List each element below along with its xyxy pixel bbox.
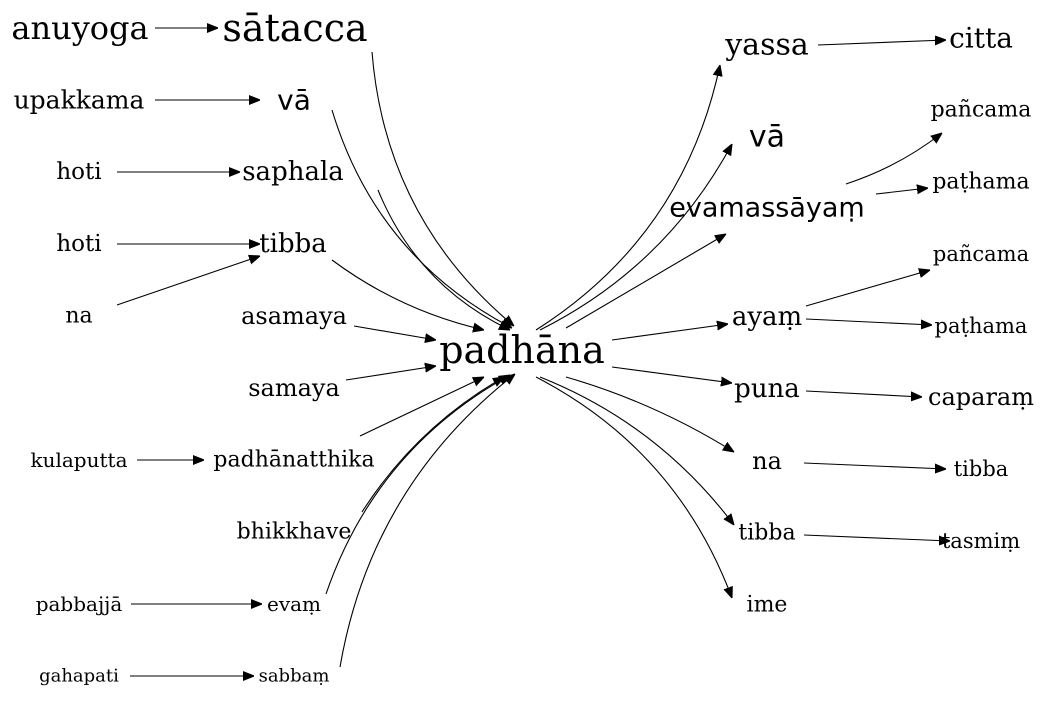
edge-asamaya-to-center bbox=[353, 325, 436, 340]
nodes-layer: padhāna sātacca anuyoga vā upakkama saphala ho… bbox=[11, 6, 1034, 687]
node-pabbajja: pabbajjā bbox=[36, 592, 123, 616]
edge-center-to-ime bbox=[535, 376, 732, 598]
node-tibba: tibba bbox=[738, 521, 795, 546]
node-satacca: sātacca bbox=[222, 6, 367, 50]
node-evamassayam: evamassāyaṃ bbox=[669, 193, 865, 224]
node-samaya: samaya bbox=[248, 374, 340, 402]
node-asamaya: asamaya bbox=[241, 302, 347, 330]
edge-center-to-va bbox=[539, 144, 732, 331]
edge-satacca-to-center bbox=[371, 51, 514, 326]
node-saphala: saphala bbox=[242, 157, 344, 187]
node-pancama: pañcama bbox=[931, 98, 1032, 123]
node-caparam: caparaṃ bbox=[928, 383, 1034, 411]
node-va: vā bbox=[277, 84, 311, 117]
node-gahapati: gahapati bbox=[39, 666, 119, 687]
node-padhanatthika: padhānatthika bbox=[213, 448, 374, 473]
edge-puna-to-caparam bbox=[805, 390, 922, 397]
edge-center-to-evamassayam bbox=[565, 234, 726, 329]
edge-ayam-to-pancama bbox=[805, 270, 930, 307]
node-yassa: yassa bbox=[724, 28, 809, 63]
node-anuyoga: anuyoga bbox=[11, 9, 148, 47]
edge-evamassayam-to-pancama bbox=[845, 133, 942, 185]
edges-layer bbox=[116, 28, 950, 676]
node-pathama: paṭhama bbox=[932, 170, 1029, 195]
node-va: vā bbox=[749, 120, 785, 155]
edge-center-to-na bbox=[565, 376, 734, 452]
edge-center-to-puna bbox=[611, 366, 732, 383]
node-upakkama: upakkama bbox=[14, 86, 145, 115]
node-ime: ime bbox=[747, 593, 788, 618]
edge-samaya-to-center bbox=[345, 366, 436, 381]
node-na: na bbox=[65, 304, 92, 329]
node-kulaputta: kulaputta bbox=[30, 448, 127, 472]
node-bhikkhave: bhikkhave bbox=[237, 520, 352, 545]
edge-center-to-tibba bbox=[539, 376, 734, 525]
node-center: padhāna bbox=[439, 328, 605, 372]
node-citta: citta bbox=[949, 22, 1013, 55]
edge-tibba-to-center bbox=[331, 259, 484, 330]
edge-na-to-tibba bbox=[803, 462, 946, 469]
edge-evamassayam-to-pathama bbox=[875, 188, 928, 195]
edge-ayam-to-pathama bbox=[805, 318, 932, 325]
node-hoti: hoti bbox=[56, 231, 101, 257]
edge-center-to-ayam bbox=[611, 324, 728, 341]
edge-tibba-to-tasmim bbox=[803, 534, 950, 541]
node-puna: puna bbox=[734, 374, 800, 404]
edge-yassa-to-citta bbox=[817, 40, 946, 45]
edge-bhikkhave-to-center bbox=[361, 377, 504, 513]
node-pancama: pañcama bbox=[933, 242, 1029, 266]
edge-va-to-center bbox=[331, 109, 512, 328]
edge-sabbam-to-center bbox=[339, 374, 515, 668]
edge-center-to-yassa bbox=[535, 65, 720, 331]
node-na: na bbox=[752, 447, 782, 475]
edge-evam-to-center bbox=[325, 375, 510, 595]
node-hoti: hoti bbox=[56, 159, 101, 185]
node-ayam: ayaṃ bbox=[732, 302, 802, 332]
node-tibba: tibba bbox=[259, 229, 327, 259]
node-pathama: paṭhama bbox=[935, 314, 1028, 338]
node-tasmim: tasmiṃ bbox=[942, 529, 1020, 553]
node-sabbam: sabbaṃ bbox=[259, 666, 330, 687]
node-evam: evaṃ bbox=[267, 592, 321, 616]
edge-na-to-tibba bbox=[116, 256, 260, 306]
node-tibba: tibba bbox=[954, 457, 1009, 481]
edge-padhanatthika-to-center bbox=[359, 377, 484, 437]
edge-saphala-to-center bbox=[377, 189, 510, 330]
